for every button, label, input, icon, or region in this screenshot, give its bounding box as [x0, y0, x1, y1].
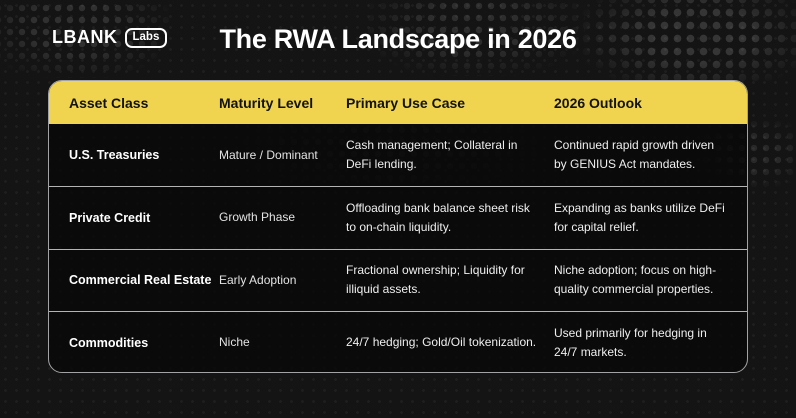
- cell-primary-use-case: Cash management; Collateral in DeFi lend…: [346, 138, 518, 172]
- cell-primary-use-case: 24/7 hedging; Gold/Oil tokenization.: [346, 335, 537, 350]
- table-row-commodities: Commodities Niche 24/7 hedging; Gold/Oil…: [49, 311, 747, 372]
- lbank-wordmark: LBANK: [52, 27, 118, 47]
- page-title: The RWA Landscape in 2026: [219, 24, 577, 54]
- cell-asset-class: Commercial Real Estate: [69, 273, 212, 288]
- table-row-us-treasuries: U.S. Treasuries Mature / Dominant Cash m…: [49, 124, 747, 186]
- table-row-commercial-real-estate: Commercial Real Estate Early Adoption Fr…: [49, 248, 747, 311]
- cell-2026-outlook: Used primarily for hedging in 24/7 marke…: [554, 325, 707, 359]
- lbank-labs-logo: LBANK Labs: [52, 27, 168, 48]
- cell-asset-class: U.S. Treasuries: [69, 148, 160, 163]
- cell-maturity-level: Mature / Dominant: [219, 147, 318, 162]
- top-bar: LBANK Labs The RWA Landscape in 2026: [0, 0, 796, 70]
- column-header-asset-class: Asset Class: [69, 94, 149, 111]
- table-header-row: Asset Class Maturity Level Primary Use C…: [49, 81, 747, 124]
- cell-asset-class: Commodities: [69, 335, 149, 350]
- cell-maturity-level: Early Adoption: [219, 272, 297, 287]
- labs-badge: Labs: [124, 27, 168, 48]
- table-row-private-credit: Private Credit Growth Phase Offloading b…: [49, 186, 747, 248]
- cell-2026-outlook: Continued rapid growth driven by GENIUS …: [554, 138, 715, 172]
- column-header-primary-use-case: Primary Use Case: [346, 94, 466, 111]
- cell-asset-class: Private Credit: [69, 211, 151, 226]
- cell-primary-use-case: Offloading bank balance sheet risk to on…: [346, 200, 530, 235]
- cell-2026-outlook: Expanding as banks utilize DeFi for capi…: [554, 200, 725, 235]
- cell-2026-outlook: Niche adoption; focus on high-quality co…: [554, 263, 717, 297]
- cell-maturity-level: Niche: [219, 335, 250, 350]
- cell-maturity-level: Growth Phase: [219, 210, 296, 225]
- cell-primary-use-case: Fractional ownership; Liquidity for illi…: [346, 263, 525, 297]
- column-header-2026-outlook: 2026 Outlook: [554, 94, 642, 111]
- rwa-landscape-table: Asset Class Maturity Level Primary Use C…: [48, 80, 748, 373]
- column-header-maturity-level: Maturity Level: [219, 94, 314, 111]
